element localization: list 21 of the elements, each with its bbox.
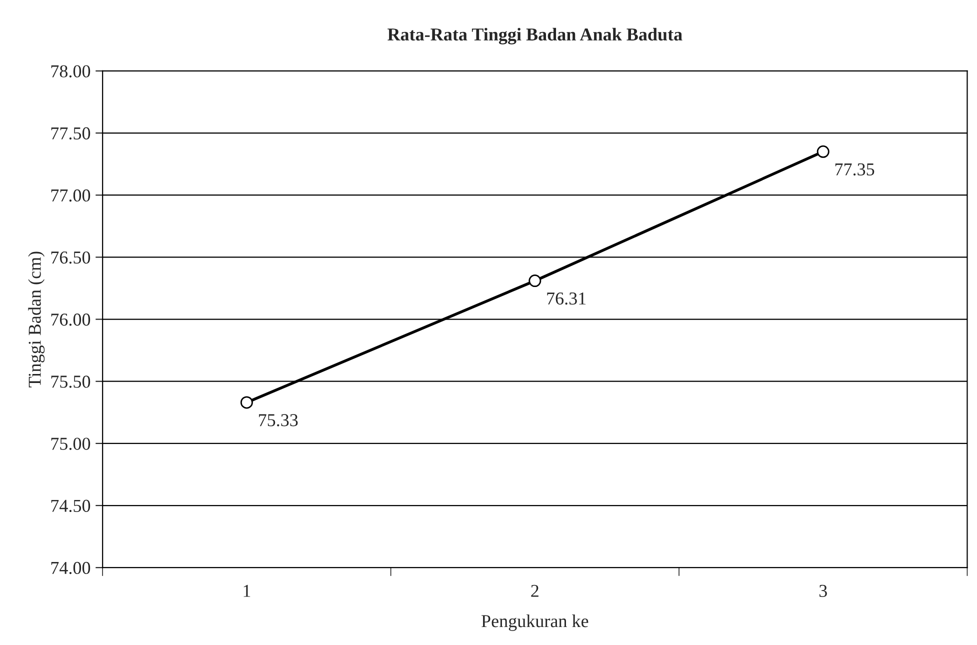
- y-tick-label: 76.50: [51, 251, 90, 264]
- y-tick-label: 74.50: [51, 500, 90, 512]
- y-tick-label: 76.00: [51, 314, 90, 326]
- y-tick-label: 74.00: [51, 562, 90, 574]
- point: [240, 396, 253, 409]
- x-tick-label: 2: [531, 584, 538, 597]
- data-label: 76.31: [547, 292, 586, 305]
- data-label: 77.35: [835, 163, 874, 176]
- x-axis-title: Pengukuran ke: [482, 614, 588, 631]
- y-axis-title: Tinggi Badan (cm): [28, 252, 45, 388]
- y-tick-label: 77.50: [51, 127, 90, 140]
- data-label: 75.33: [258, 414, 298, 426]
- point: [816, 145, 830, 158]
- y-tick-label: 75.50: [51, 376, 90, 388]
- y-tick-label: 78.00: [51, 65, 90, 78]
- y-tick-label: 75.00: [51, 438, 90, 450]
- y-tick-label: 77.00: [51, 189, 90, 202]
- point: [528, 274, 542, 288]
- x-tick-label: 1: [244, 584, 250, 597]
- x-tick-label: 3: [819, 584, 827, 597]
- chart-title: Rata-Rata Tinggi Badan Anak Baduta: [388, 28, 682, 44]
